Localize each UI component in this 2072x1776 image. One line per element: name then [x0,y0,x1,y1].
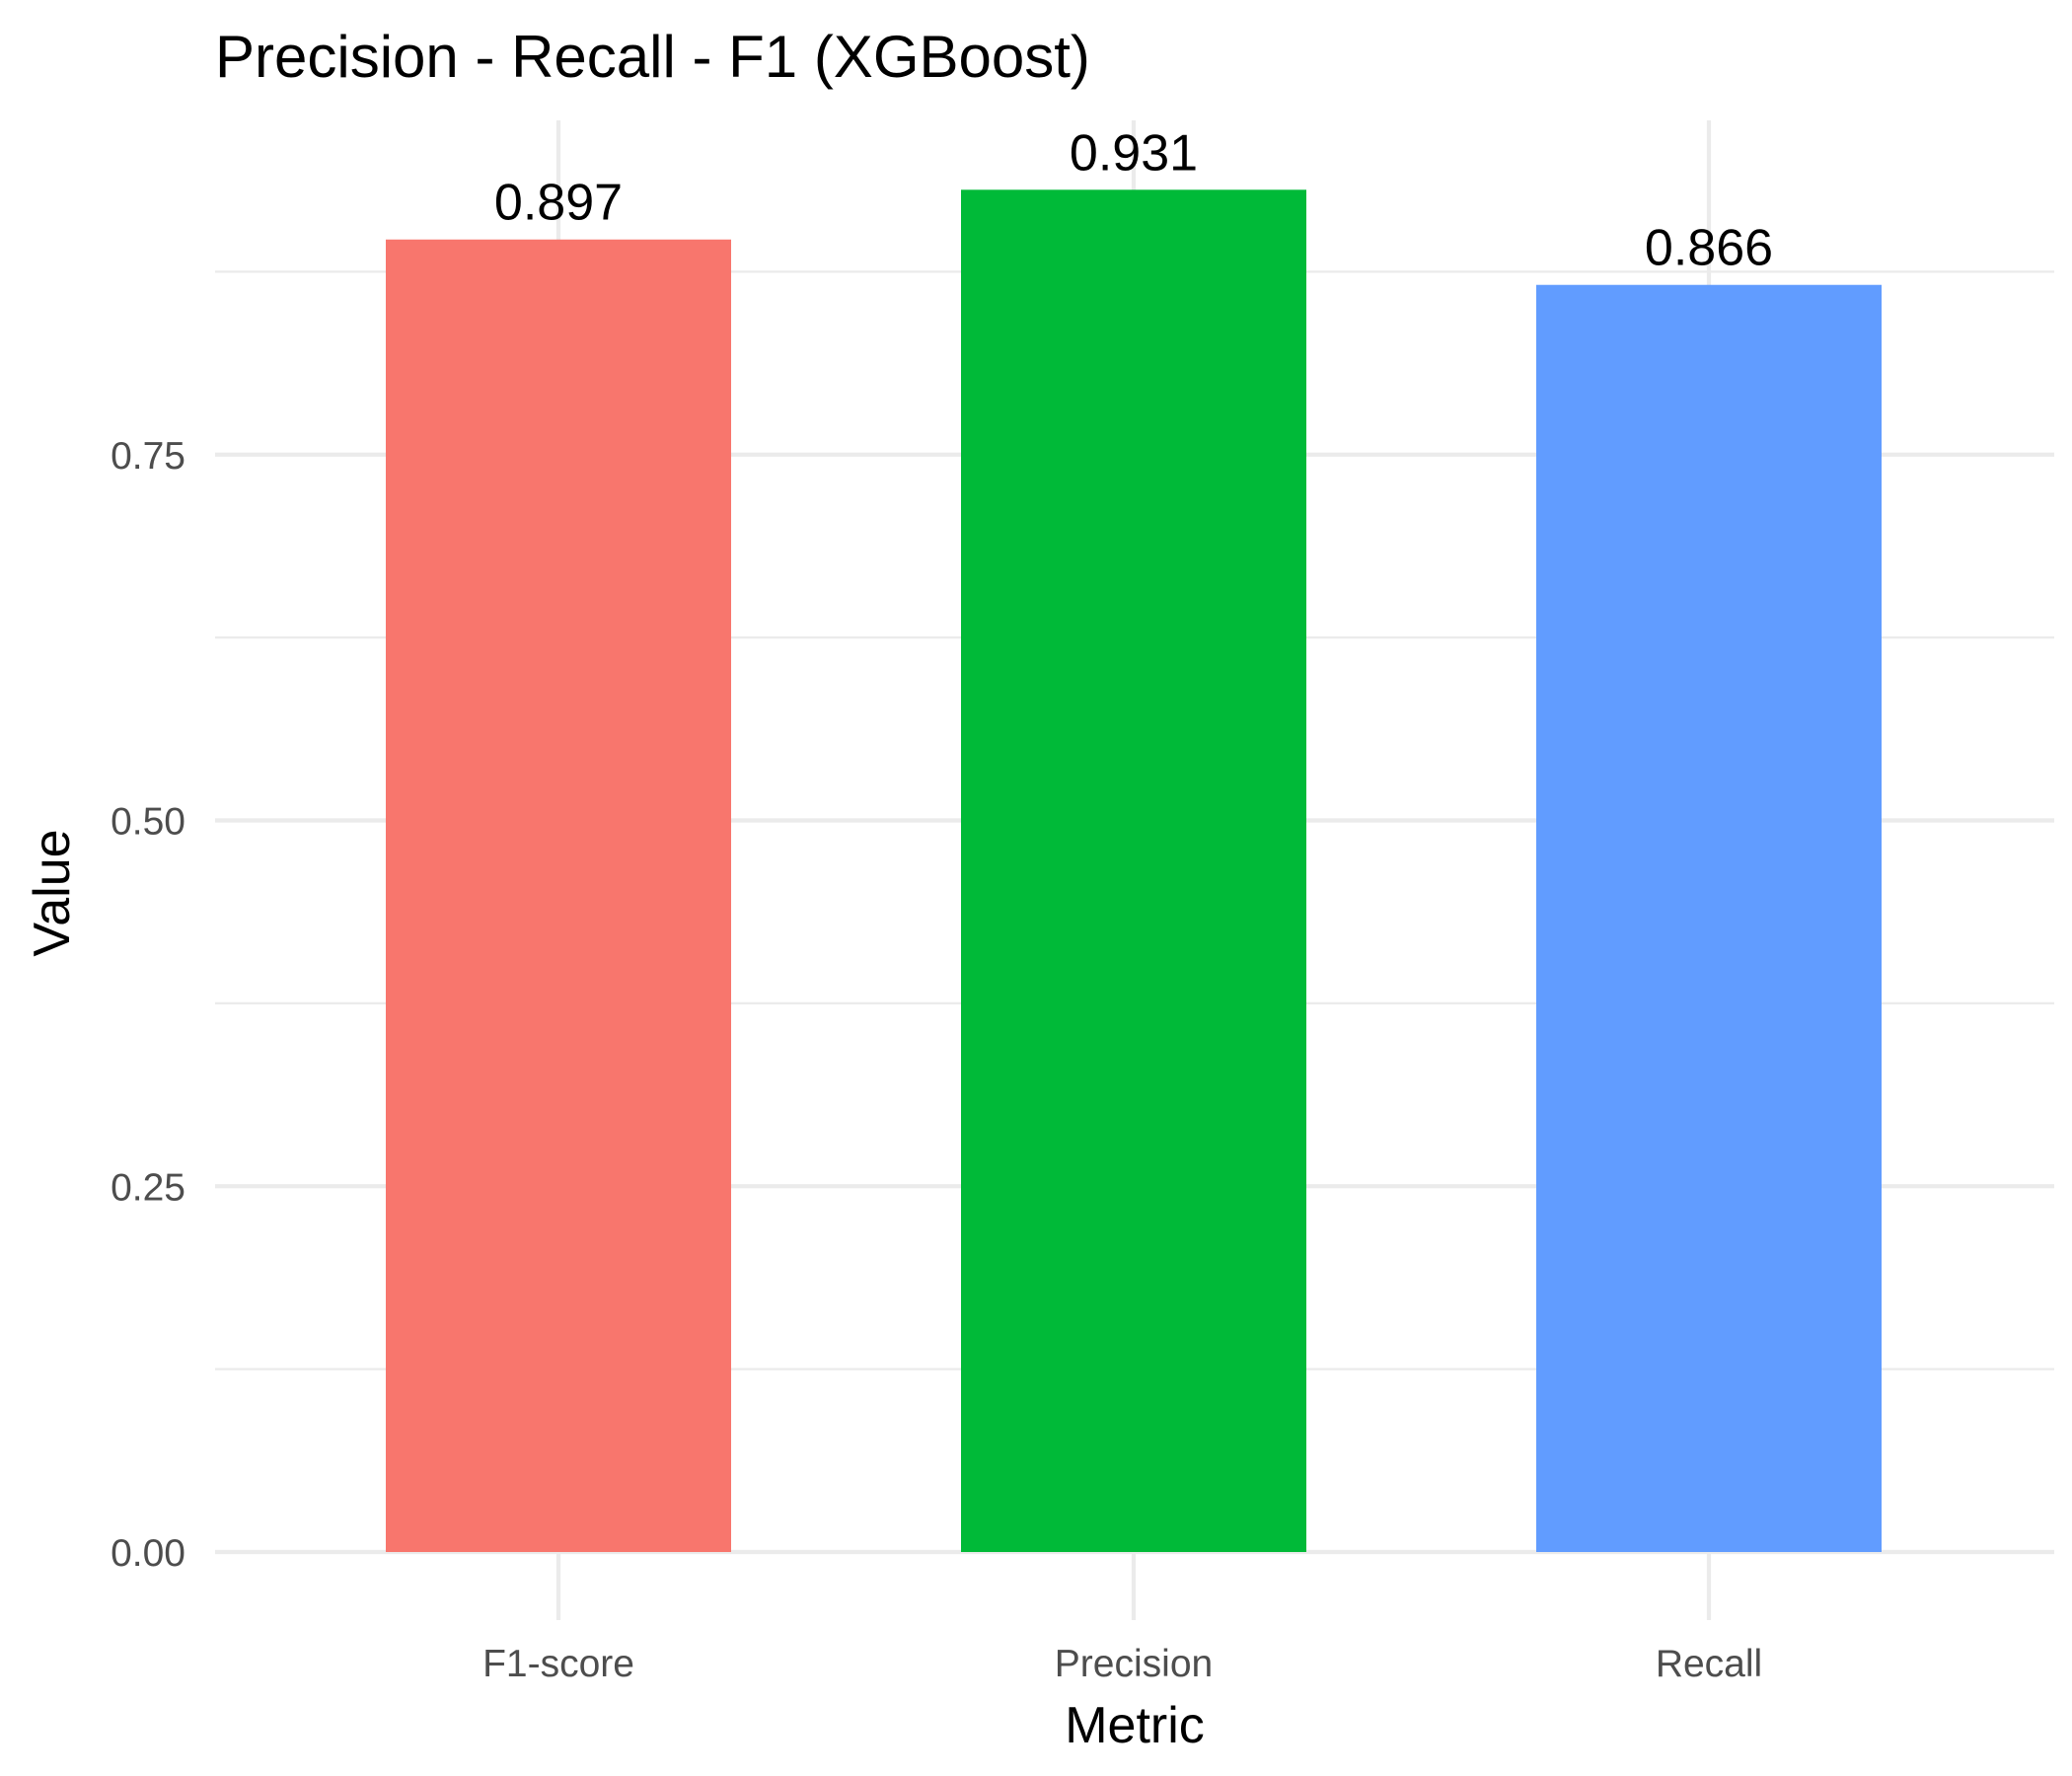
bar [386,239,731,1552]
y-tick-label: 0.00 [111,1532,185,1575]
bar-value-label: 0.866 [1645,220,1773,277]
y-axis-tick-labels: 0.00 0.25 0.50 0.75 [111,435,185,1575]
x-axis-title: Metric [1065,1697,1205,1754]
bar [961,189,1306,1552]
bar-value-label: 0.897 [494,175,623,232]
y-axis-title: Value [24,829,81,956]
x-axis-tick-labels: F1-score Precision Recall [482,1643,1762,1685]
bars [386,189,1882,1553]
y-tick-label: 0.75 [111,435,185,478]
x-tick-label: Recall [1656,1643,1762,1685]
y-tick-label: 0.25 [111,1166,185,1209]
x-tick-label: F1-score [482,1643,634,1685]
x-tick-label: Precision [1055,1643,1213,1685]
bar [1536,284,1882,1553]
bar-value-label: 0.931 [1070,124,1198,182]
data-labels: 0.897 0.931 0.866 [494,124,1773,276]
chart-title: Precision - Recall - F1 (XGBoost) [215,24,1090,90]
y-tick-label: 0.50 [111,801,185,844]
